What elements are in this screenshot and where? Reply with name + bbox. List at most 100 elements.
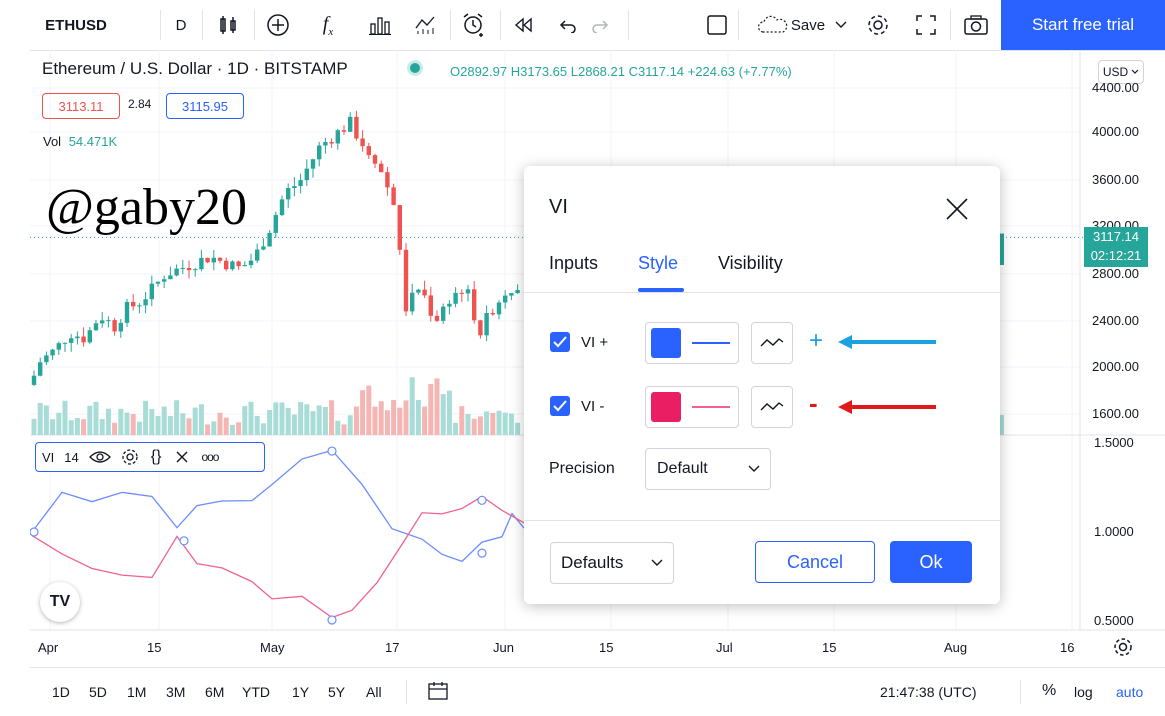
templates-button[interactable] bbox=[406, 0, 446, 50]
fullscreen-button[interactable] bbox=[906, 0, 946, 50]
range-1d[interactable]: 1D bbox=[52, 684, 70, 700]
vi-minus-checkbox[interactable] bbox=[550, 396, 570, 416]
volume-legend: Vol 54.471K bbox=[43, 134, 117, 149]
candle-body bbox=[273, 215, 278, 233]
redo-button[interactable] bbox=[586, 0, 616, 50]
source-code-icon[interactable]: {} bbox=[150, 448, 162, 465]
replay-button[interactable] bbox=[506, 0, 542, 50]
eye-icon[interactable] bbox=[88, 449, 111, 465]
volume-bar bbox=[254, 416, 260, 435]
financials-button[interactable] bbox=[360, 0, 400, 50]
candle-body bbox=[379, 163, 384, 173]
cross-marker bbox=[327, 615, 337, 625]
settings-button[interactable] bbox=[858, 0, 898, 50]
volume-bar bbox=[112, 422, 118, 435]
vi-plus-label: VI + bbox=[581, 334, 609, 351]
gear-icon[interactable] bbox=[121, 448, 139, 466]
price-axis-label: 3600.00 bbox=[1092, 172, 1139, 187]
candle-body bbox=[100, 320, 105, 324]
cancel-button[interactable]: Cancel bbox=[755, 541, 875, 583]
vi-minus-line bbox=[31, 495, 525, 619]
indicator-legend[interactable]: VI 14 {} ooo bbox=[35, 442, 265, 472]
volume-bar bbox=[310, 411, 316, 435]
auto-toggle[interactable]: auto bbox=[1116, 684, 1144, 700]
candle-body bbox=[143, 299, 148, 306]
calendar-icon[interactable] bbox=[427, 680, 449, 702]
tradingview-logo[interactable]: TV bbox=[40, 582, 80, 622]
buy-price-button[interactable]: 3115.95 bbox=[166, 93, 244, 119]
candle-body bbox=[155, 281, 161, 284]
vi-minus-plot-type-button[interactable] bbox=[751, 386, 793, 428]
vi-minus-color-picker[interactable] bbox=[645, 386, 739, 428]
volume-bar bbox=[174, 400, 180, 435]
line-plot-icon bbox=[760, 338, 784, 347]
utc-clock[interactable]: 21:47:38 (UTC) bbox=[880, 684, 977, 700]
save-menu-button[interactable] bbox=[830, 0, 852, 50]
range-6m[interactable]: 6M bbox=[205, 684, 225, 700]
candle-body bbox=[410, 292, 415, 312]
candle-body bbox=[397, 205, 402, 250]
compare-button[interactable] bbox=[258, 0, 298, 50]
cross-marker bbox=[477, 548, 487, 558]
candle-body bbox=[329, 141, 334, 144]
save-button[interactable]: Save bbox=[746, 0, 836, 50]
vi-plus-checkbox[interactable] bbox=[550, 332, 570, 352]
volume-bar bbox=[465, 413, 471, 435]
range-all[interactable]: All bbox=[366, 684, 382, 700]
vi-plus-plot-type-button[interactable] bbox=[751, 322, 793, 364]
ok-button[interactable]: Ok bbox=[890, 541, 972, 583]
indicators-button[interactable]: fx bbox=[308, 0, 348, 50]
change-value: +224.63 (+7.77%) bbox=[687, 64, 792, 79]
vi-plus-color-picker[interactable] bbox=[645, 322, 739, 364]
tab-style[interactable]: Style bbox=[638, 253, 679, 273]
volume-bar bbox=[205, 424, 211, 435]
indicator-axis-label: 1.5000 bbox=[1094, 435, 1134, 450]
interval-button[interactable]: D bbox=[162, 0, 200, 50]
precision-select[interactable]: Default bbox=[645, 448, 771, 490]
gear-icon[interactable] bbox=[1112, 636, 1134, 658]
volume-bar bbox=[74, 417, 80, 435]
volume-bar bbox=[409, 377, 415, 435]
sell-price-button[interactable]: 3113.11 bbox=[42, 93, 120, 119]
symbol-search-button[interactable]: ETHUSD bbox=[30, 0, 122, 50]
log-toggle[interactable]: log bbox=[1074, 684, 1093, 700]
range-5d[interactable]: 5D bbox=[89, 684, 107, 700]
volume-bar bbox=[161, 406, 167, 435]
percent-toggle[interactable]: % bbox=[1042, 682, 1057, 699]
candle-body bbox=[131, 301, 136, 307]
range-1y[interactable]: 1Y bbox=[292, 684, 310, 700]
volume-bar bbox=[366, 385, 372, 435]
time-axis-label: 15 bbox=[822, 640, 837, 655]
start-free-trial-button[interactable]: Start free trial bbox=[1001, 0, 1165, 50]
toolbar-divider bbox=[202, 10, 203, 40]
bottom-toolbar: 1D 5D 1M 3M 6M YTD 1Y 5Y All 21:47:38 (U… bbox=[30, 667, 1165, 716]
time-axis-label: May bbox=[260, 640, 285, 655]
snapshot-button[interactable] bbox=[956, 0, 996, 50]
chart-pane[interactable]: Ethereum / U.S. Dollar · 1D · BITSTAMP O… bbox=[30, 50, 1165, 665]
layout-button[interactable] bbox=[700, 0, 734, 50]
templates-icon bbox=[415, 16, 435, 34]
currency-selector[interactable]: USD bbox=[1098, 60, 1144, 84]
defaults-dropdown[interactable]: Defaults bbox=[550, 542, 674, 584]
volume-bar bbox=[68, 420, 74, 435]
range-5y[interactable]: 5Y bbox=[328, 684, 346, 700]
volume-bar bbox=[403, 400, 409, 435]
tab-visibility[interactable]: Visibility bbox=[718, 253, 783, 273]
range-ytd[interactable]: YTD bbox=[242, 684, 270, 700]
close-icon[interactable] bbox=[945, 197, 969, 221]
undo-button[interactable] bbox=[552, 0, 582, 50]
range-3m[interactable]: 3M bbox=[166, 684, 186, 700]
candle-style-button[interactable] bbox=[208, 0, 248, 50]
candle-body bbox=[236, 261, 241, 267]
chevron-down-icon bbox=[835, 21, 847, 28]
alert-button[interactable] bbox=[454, 0, 494, 50]
close-icon[interactable] bbox=[175, 450, 189, 464]
vi-plus-line-preview bbox=[692, 342, 730, 344]
volume-bar bbox=[180, 413, 186, 435]
tab-inputs[interactable]: Inputs bbox=[549, 253, 599, 273]
candle-body bbox=[292, 186, 297, 189]
candle-body bbox=[391, 187, 396, 206]
volume-bar bbox=[490, 412, 496, 435]
more-icon[interactable]: ooo bbox=[201, 450, 219, 464]
range-1m[interactable]: 1M bbox=[127, 684, 147, 700]
